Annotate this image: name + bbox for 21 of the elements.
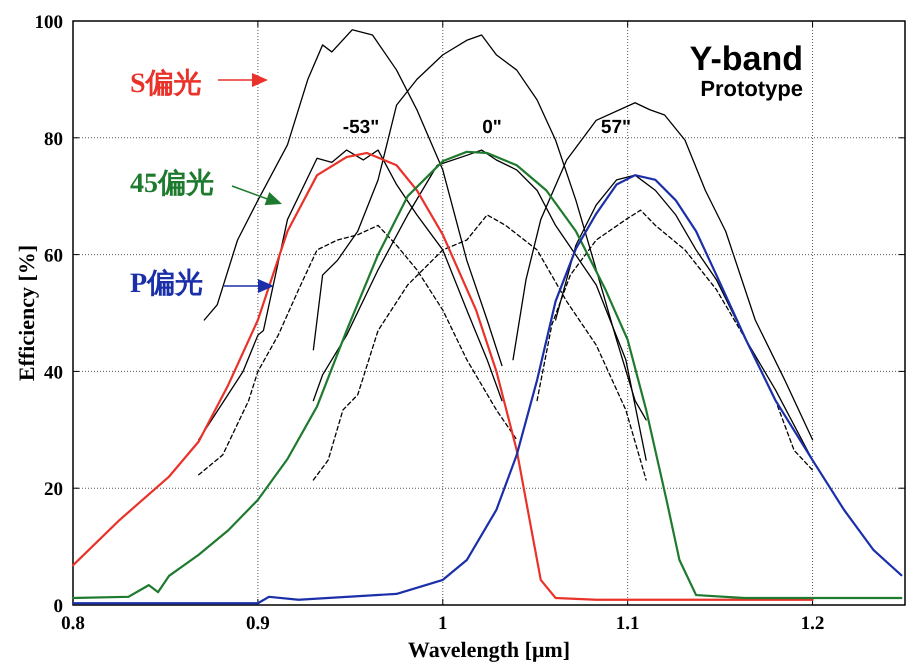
- y-tick-label: 60: [44, 246, 63, 267]
- annotation: 57": [600, 117, 632, 138]
- x-tick-label: 1: [438, 613, 448, 634]
- x-tick-label: 0.8: [61, 613, 85, 634]
- y-axis-title: Efficiency [%]: [14, 244, 39, 382]
- y-tick-label: 100: [34, 12, 63, 33]
- y-tick-label: 0: [54, 596, 63, 617]
- y-tick-label: 80: [44, 128, 63, 150]
- annotation: Prototype: [700, 76, 803, 101]
- legend-label: S偏光: [130, 68, 202, 99]
- y-tick-label: 40: [44, 362, 63, 384]
- legend-label: 45偏光: [130, 168, 214, 199]
- x-tick-label: 1.2: [800, 613, 824, 634]
- annotation: -53": [342, 117, 380, 138]
- x-tick-label: 0.9: [246, 613, 270, 634]
- x-tick-label: 1.1: [616, 613, 640, 634]
- y-tick-label: 20: [44, 479, 63, 500]
- annotation: Y-band: [690, 40, 803, 78]
- annotation: 0": [482, 117, 502, 138]
- x-axis-title: Wavelength [μm]: [408, 637, 570, 662]
- legend-label: P偏光: [130, 268, 204, 299]
